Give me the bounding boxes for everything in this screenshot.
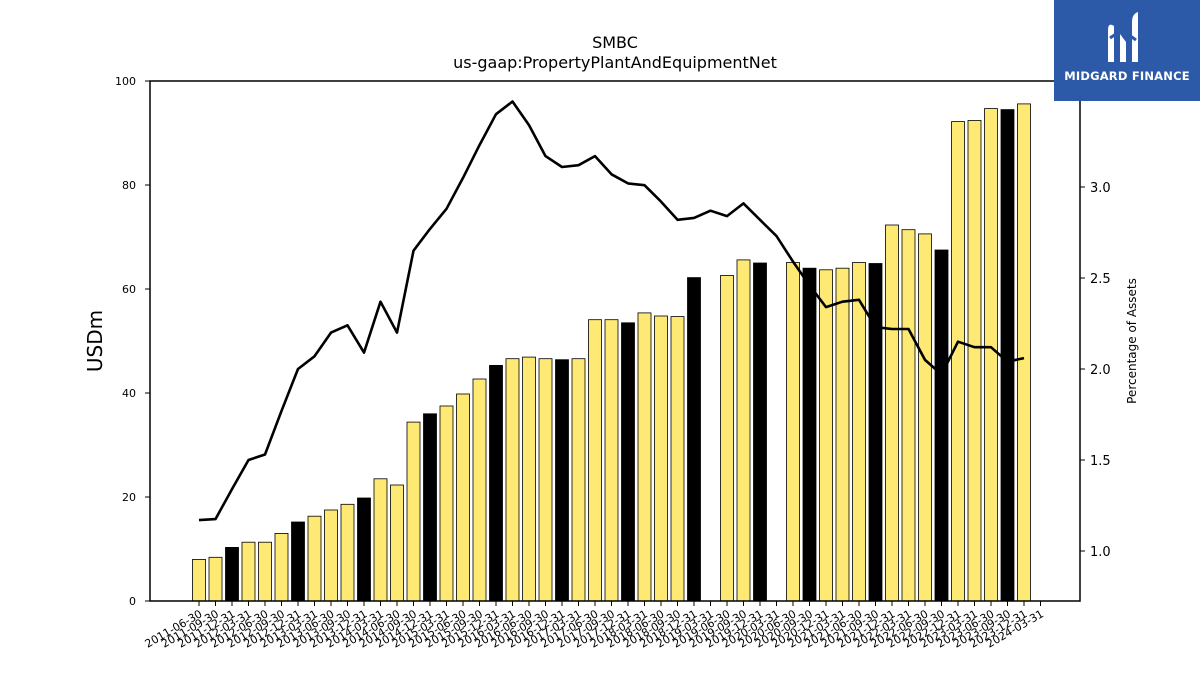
y2-tick-label: 1.5 — [1090, 454, 1111, 469]
chart-subtitle: us-gaap:PropertyPlantAndEquipmentNet — [453, 53, 777, 72]
bar-2022-06-30 — [918, 233, 932, 602]
bar-2016-06-30 — [522, 356, 536, 602]
bar-2022-03-31 — [901, 229, 916, 602]
bar-2016-03-31 — [505, 358, 520, 602]
logo-text: MIDGARD FINANCE — [1064, 69, 1190, 83]
bar-2015-12-31 — [489, 364, 503, 602]
bar-2018-09-30 — [670, 316, 685, 602]
y2-tick-label: 3.0 — [1090, 181, 1111, 196]
bar-2013-12-31 — [357, 497, 371, 602]
bar-2013-06-30 — [324, 509, 338, 602]
y-tick-label: 60 — [122, 283, 136, 296]
midgard-logo-icon — [1108, 12, 1138, 63]
bar-2014-06-30 — [390, 484, 404, 602]
bar-2019-09-30 — [736, 259, 751, 602]
bar-2014-12-31 — [423, 413, 437, 602]
bar-2012-09-30 — [274, 533, 289, 602]
bar-2017-12-31 — [621, 322, 635, 602]
chart-title: SMBC — [592, 33, 638, 52]
bar-2021-09-30 — [868, 263, 883, 602]
bar-2019-12-31 — [753, 262, 767, 602]
bar-2013-09-30 — [340, 503, 355, 602]
y2-tick-label: 2.0 — [1090, 363, 1111, 378]
y2-axis: 1.01.52.02.53.03.5 — [1080, 90, 1111, 560]
y-tick-label: 20 — [122, 491, 136, 504]
bar-2018-12-31 — [687, 277, 701, 602]
y-axis: 0 20 40 60 80 100 — [115, 75, 150, 608]
bar-2015-03-31 — [439, 405, 454, 602]
bar-2018-03-31 — [637, 312, 652, 602]
bar-2014-09-30 — [406, 421, 421, 602]
y2-tick-label: 1.0 — [1090, 545, 1111, 560]
y2-axis-label: Percentage of Assets — [1125, 278, 1139, 404]
bar-2020-12-31 — [819, 269, 833, 602]
bar-2021-03-31 — [835, 267, 850, 602]
percentage-line — [198, 100, 1025, 522]
y2-tick-label: 2.5 — [1090, 272, 1111, 287]
bar-2017-03-31 — [571, 358, 586, 602]
bar-2017-06-30 — [588, 319, 602, 602]
bar-2012-12-31 — [291, 521, 305, 602]
bar-2023-06-30 — [984, 108, 998, 602]
y-axis-label: USDm — [83, 310, 107, 372]
bar-2011-06-30 — [192, 559, 206, 602]
bar-2014-03-31 — [373, 478, 388, 602]
bar-2023-03-31 — [967, 120, 982, 602]
bar-2021-12-31 — [885, 224, 899, 602]
bar-2015-09-30 — [472, 378, 487, 602]
bar-2021-06-30 — [852, 262, 866, 602]
x-axis: 2011-06-302011-09-302011-12-312012-03-31… — [143, 601, 1046, 651]
bar-2022-09-30 — [934, 249, 949, 602]
bar-2019-06-30 — [720, 275, 734, 602]
bar-2015-06-30 — [456, 393, 470, 602]
y-tick-label: 100 — [115, 75, 136, 88]
bar-2022-12-31 — [951, 121, 965, 602]
y-tick-label: 40 — [122, 387, 136, 400]
bar-2020-09-30 — [802, 267, 817, 602]
bar-2023-09-30 — [1000, 109, 1015, 602]
plot-frame — [149, 80, 1081, 602]
y-tick-label: 80 — [122, 179, 136, 192]
bar-2018-06-30 — [654, 315, 668, 602]
bar-2012-06-30 — [258, 541, 272, 602]
bar-2011-12-31 — [225, 547, 239, 602]
y-tick-label: 0 — [129, 595, 136, 608]
bar-2012-03-31 — [241, 541, 256, 602]
midgard-finance-logo: MIDGARD FINANCE — [1054, 0, 1200, 101]
line-group — [198, 100, 1025, 522]
bar-2023-12-31 — [1017, 103, 1031, 602]
bar-2017-09-30 — [604, 319, 619, 602]
bar-2011-09-30 — [208, 556, 223, 602]
bar-2016-09-30 — [538, 358, 553, 602]
bar-2013-03-31 — [307, 515, 322, 602]
bar-2016-12-31 — [555, 359, 569, 602]
bar-2020-06-30 — [786, 262, 800, 602]
